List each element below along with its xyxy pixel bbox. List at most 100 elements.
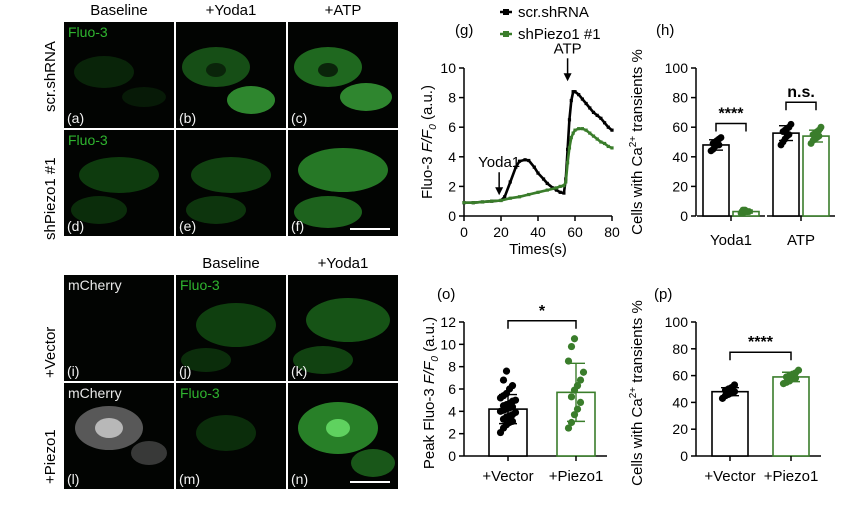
data-point (580, 127, 584, 131)
y-tick-label: 0 (680, 448, 688, 464)
data-point (508, 417, 517, 425)
bar (711, 390, 749, 457)
y-tick-label: 100 (665, 314, 689, 330)
panel-label-o: (o) (437, 286, 456, 303)
data-point (567, 393, 576, 401)
data-point (787, 120, 795, 128)
col-header-baseline: Baseline (90, 2, 148, 19)
y-axis-label-subscript: 0 (428, 124, 439, 130)
y-tick-label: 100 (665, 60, 689, 76)
significance-bracket (507, 320, 577, 329)
data-point (517, 159, 522, 163)
panel-label-n: (n) (291, 471, 309, 487)
data-point (595, 137, 599, 141)
y-axis-label-text: transients % (629, 49, 646, 136)
y-axis-label-text: (a.u.) (420, 85, 436, 124)
bar (802, 135, 830, 217)
significance-atp-label: n.s. (787, 84, 815, 101)
data-point (490, 199, 494, 203)
bar (772, 376, 810, 457)
micrograph-j: Fluo-3 (j) (176, 275, 286, 381)
micrograph-c: (c) (288, 22, 398, 128)
data-point (517, 195, 522, 199)
micrograph-e: (e) (176, 130, 286, 236)
col-header-yoda1-2: +Yoda1 (317, 255, 369, 272)
y-tick-label: 12 (440, 314, 456, 330)
y-tick-label: 80 (672, 90, 688, 106)
x-axis-label: Times(s) (509, 241, 567, 258)
data-point (558, 190, 562, 194)
significance-yoda1-label: **** (719, 106, 745, 123)
x-category-label: Yoda1 (710, 232, 752, 249)
data-point (603, 141, 607, 146)
data-point (577, 127, 581, 131)
col-header-yoda1: +Yoda1 (205, 2, 257, 19)
significance-bracket (729, 351, 792, 361)
data-point (603, 121, 607, 125)
data-point (564, 357, 573, 365)
data-point (499, 198, 503, 203)
y-axis-label: Fluo-3 F/F0 (a.u.) (420, 85, 439, 199)
data-point (545, 181, 549, 186)
micrograph-l: mCherry (l) (64, 383, 174, 489)
panel-label-g: (g) (455, 22, 474, 39)
y-tick-label: 60 (672, 119, 688, 135)
y-tick-label: 40 (672, 149, 688, 165)
data-point (511, 396, 520, 404)
annotation-arrowhead (563, 73, 572, 82)
data-point (599, 116, 603, 120)
data-point (567, 118, 572, 122)
data-point (523, 158, 527, 162)
y-axis-label-subscript: 0 (430, 356, 441, 362)
data-point (610, 128, 614, 132)
data-point (554, 188, 559, 192)
data-point (536, 190, 540, 194)
y-axis-label-text: (a.u.) (421, 317, 438, 356)
data-point (554, 186, 559, 190)
x-tick-label: 60 (567, 224, 583, 240)
data-point (558, 184, 562, 188)
y-tick-label: 2 (448, 426, 456, 442)
data-point (503, 195, 507, 199)
legend-marker (503, 31, 509, 37)
data-point (567, 146, 572, 150)
data-point (527, 192, 531, 197)
annotation-label: ATP (554, 40, 582, 57)
data-point (579, 368, 588, 376)
y-tick-label: 6 (448, 381, 456, 397)
y-axis-label: Cells with Ca2+ transients % (628, 49, 646, 235)
chart-p-bar: 0 20 40 60 80 100 Cells with Ca2+ transients %… (628, 300, 821, 486)
legend-label: scr.shRNA (518, 4, 589, 21)
data-point (610, 146, 614, 150)
data-point (508, 196, 512, 200)
data-point (508, 382, 517, 390)
data-point (462, 201, 466, 205)
bar (772, 132, 800, 217)
data-point (570, 411, 579, 419)
data-point (570, 335, 579, 343)
row-header-shpiezo1: shPiezo1 #1 (42, 157, 59, 240)
y-axis-label-text: transients % (629, 300, 646, 387)
data-point (545, 188, 549, 192)
y-tick-label: 0 (448, 208, 456, 224)
x-category-label: +Piezo1 (764, 468, 819, 485)
row-header-vector: +Vector (42, 326, 59, 378)
panel-label-l: (l) (67, 471, 80, 487)
y-tick-label: 0 (680, 208, 688, 224)
panel-label-a: (a) (67, 110, 85, 126)
channel-label: Fluo-3 (180, 277, 220, 293)
row-header-piezo1: +Piezo1 (42, 429, 59, 484)
data-point (564, 180, 568, 184)
data-point (471, 201, 475, 205)
data-point (591, 110, 596, 114)
panel-label-d: (d) (67, 218, 85, 234)
data-point (817, 123, 825, 131)
data-point (606, 125, 610, 129)
data-point (514, 165, 518, 169)
y-axis-label-text: Cells with Ca (629, 398, 646, 486)
panel-label-m: (m) (179, 471, 200, 487)
data-point (794, 366, 803, 374)
annotation-label: Yoda1 (478, 154, 520, 171)
data-point (573, 90, 577, 94)
